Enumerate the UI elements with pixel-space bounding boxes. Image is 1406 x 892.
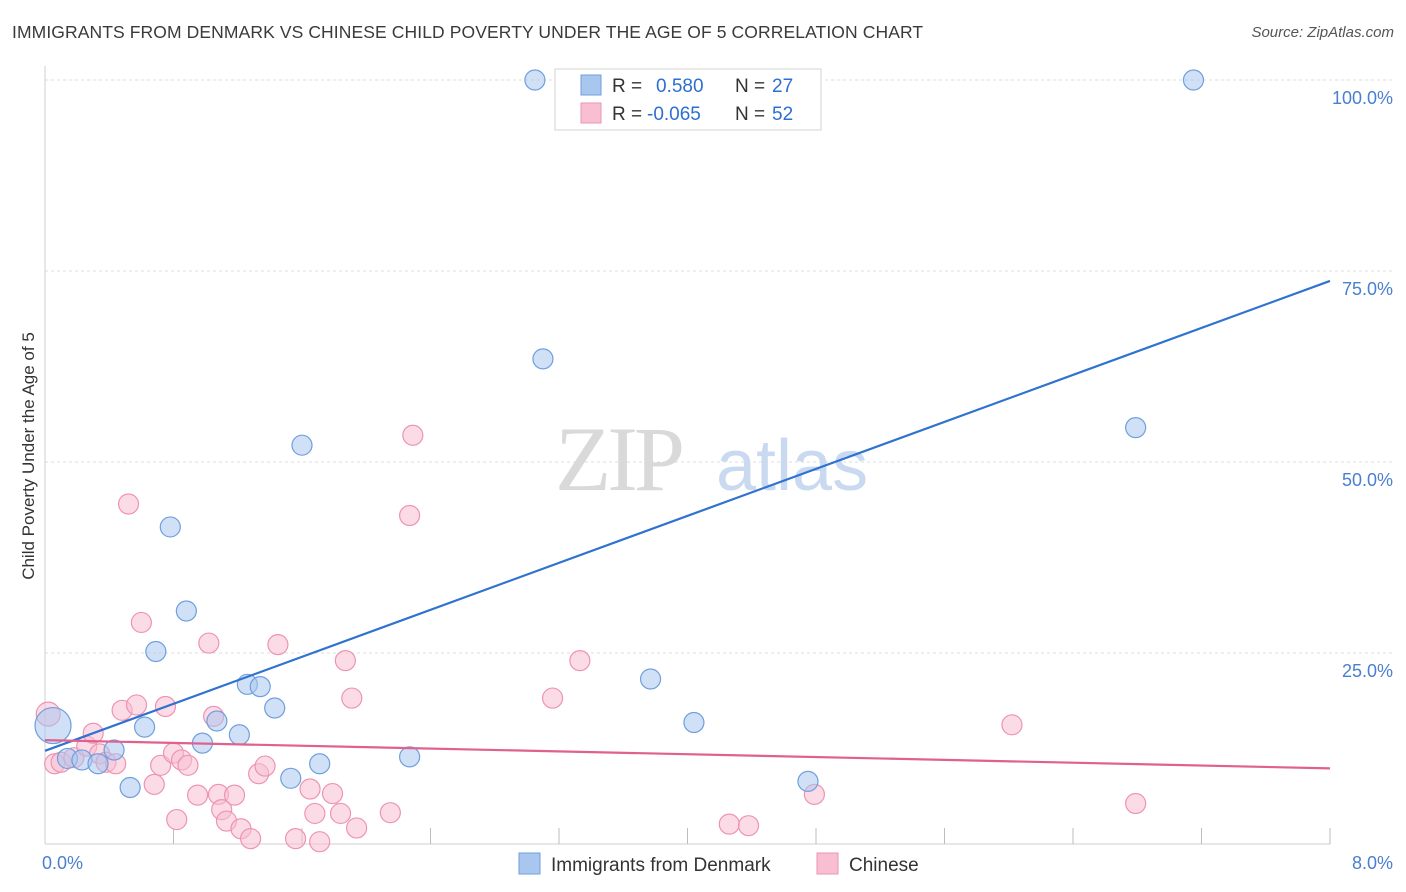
denmark-point-11 xyxy=(206,710,228,732)
denmark-point-6 xyxy=(133,716,156,738)
y-tick-label-2: 75.0% xyxy=(1342,279,1393,299)
chinese-point-28 xyxy=(240,828,262,850)
bottom-legend-denmark: Immigrants from Denmark xyxy=(551,855,771,876)
denmark-point-7 xyxy=(145,640,167,663)
bottom-legend-chinese: Chinese xyxy=(849,855,919,876)
watermark: ZIP atlas xyxy=(555,408,868,510)
legend-r-label-2: R = xyxy=(612,104,642,125)
watermark-zip: ZIP xyxy=(555,408,682,510)
chinese-point-37 xyxy=(329,802,352,825)
chinese-point-21 xyxy=(198,632,220,654)
chinese-point-45 xyxy=(569,650,591,672)
denmark-point-23 xyxy=(683,711,705,734)
legend-r-label-1: R = xyxy=(612,76,642,97)
denmark-point-24 xyxy=(797,770,819,792)
chinese-point-50 xyxy=(1125,792,1147,815)
denmark-point-21 xyxy=(532,348,554,370)
x-tick-label-1: 8.0% xyxy=(1352,853,1393,873)
chinese-point-14 xyxy=(150,754,172,776)
legend-box: R = 0.580 N = 27 R = -0.065 N = 52 xyxy=(554,68,822,131)
denmark-point-12 xyxy=(228,724,250,746)
chinese-point-12 xyxy=(130,611,152,634)
denmark-point-26 xyxy=(1182,69,1205,91)
chinese-point-47 xyxy=(737,815,760,837)
bottom-legend: Immigrants from Denmark Chinese xyxy=(518,852,919,876)
legend-r-value-2: -0.065 xyxy=(647,104,701,125)
y-tick-label-1: 50.0% xyxy=(1342,470,1393,490)
chinese-point-44 xyxy=(541,687,564,709)
legend-n-label-1: N = xyxy=(735,76,765,97)
chinese-point-11 xyxy=(125,694,148,716)
bottom-legend-blue-swatch xyxy=(518,852,541,875)
y-tick-label-3: 100.0% xyxy=(1332,88,1393,108)
legend-pink-swatch xyxy=(580,102,602,124)
grid-lines xyxy=(45,79,1393,654)
chinese-point-40 xyxy=(346,817,368,839)
chinese-point-35 xyxy=(309,831,331,853)
denmark-point-8 xyxy=(159,516,181,538)
chinese-point-42 xyxy=(399,504,421,527)
chinese-point-41 xyxy=(379,802,401,824)
legend-n-label-2: N = xyxy=(735,104,765,125)
chinese-point-30 xyxy=(254,755,276,777)
legend-r-value-1: 0.580 xyxy=(656,76,704,97)
denmark-points xyxy=(34,69,1205,799)
y-tick-label-0: 25.0% xyxy=(1342,661,1393,681)
chinese-point-46 xyxy=(718,813,740,835)
denmark-point-20 xyxy=(524,69,546,91)
denmark-point-14 xyxy=(249,676,271,698)
chinese-point-10 xyxy=(117,493,140,515)
chinese-point-13 xyxy=(143,773,165,796)
denmark-point-18 xyxy=(309,753,331,775)
denmark-point-0 xyxy=(34,706,72,745)
denmark-point-9 xyxy=(175,600,197,622)
trend-lines xyxy=(44,279,1331,770)
denmark-point-22 xyxy=(639,668,662,690)
chinese-point-32 xyxy=(284,828,307,850)
chinese-trend-line xyxy=(44,738,1331,770)
source-credit: Source: ZipAtlas.com xyxy=(1251,24,1394,41)
denmark-point-17 xyxy=(291,434,313,456)
y-tick-labels: 25.0% 50.0% 75.0% 100.0% xyxy=(1332,88,1393,681)
chinese-point-31 xyxy=(267,633,289,656)
denmark-point-5 xyxy=(119,776,141,799)
legend-n-value-2: 52 xyxy=(772,104,793,125)
chinese-point-17 xyxy=(166,808,188,831)
denmark-point-15 xyxy=(264,697,286,719)
denmark-point-16 xyxy=(280,767,302,789)
legend-blue-swatch xyxy=(580,74,602,96)
chinese-point-38 xyxy=(334,650,356,672)
chinese-point-39 xyxy=(341,687,363,709)
bottom-legend-pink-swatch xyxy=(816,852,839,875)
chinese-point-34 xyxy=(304,802,326,825)
chinese-point-26 xyxy=(223,784,246,806)
chinese-point-33 xyxy=(299,778,321,800)
y-axis-label: Child Poverty Under the Age of 5 xyxy=(19,332,38,580)
chinese-point-49 xyxy=(1001,714,1023,736)
chinese-point-20 xyxy=(186,784,209,806)
chinese-point-36 xyxy=(321,782,344,805)
x-tick-labels: 0.0% 8.0% xyxy=(42,853,1393,873)
chart-title: IMMIGRANTS FROM DENMARK VS CHINESE CHILD… xyxy=(12,22,924,42)
x-tick-label-0: 0.0% xyxy=(42,853,83,873)
watermark-atlas: atlas xyxy=(716,426,868,506)
denmark-point-19 xyxy=(399,746,421,768)
denmark-point-4 xyxy=(103,739,125,761)
denmark-point-25 xyxy=(1125,417,1147,439)
chinese-point-19 xyxy=(177,754,199,776)
legend-n-value-1: 27 xyxy=(772,76,793,97)
chinese-point-43 xyxy=(402,424,424,446)
denmark-trend-line xyxy=(44,279,1331,752)
denmark-point-3 xyxy=(87,753,109,775)
